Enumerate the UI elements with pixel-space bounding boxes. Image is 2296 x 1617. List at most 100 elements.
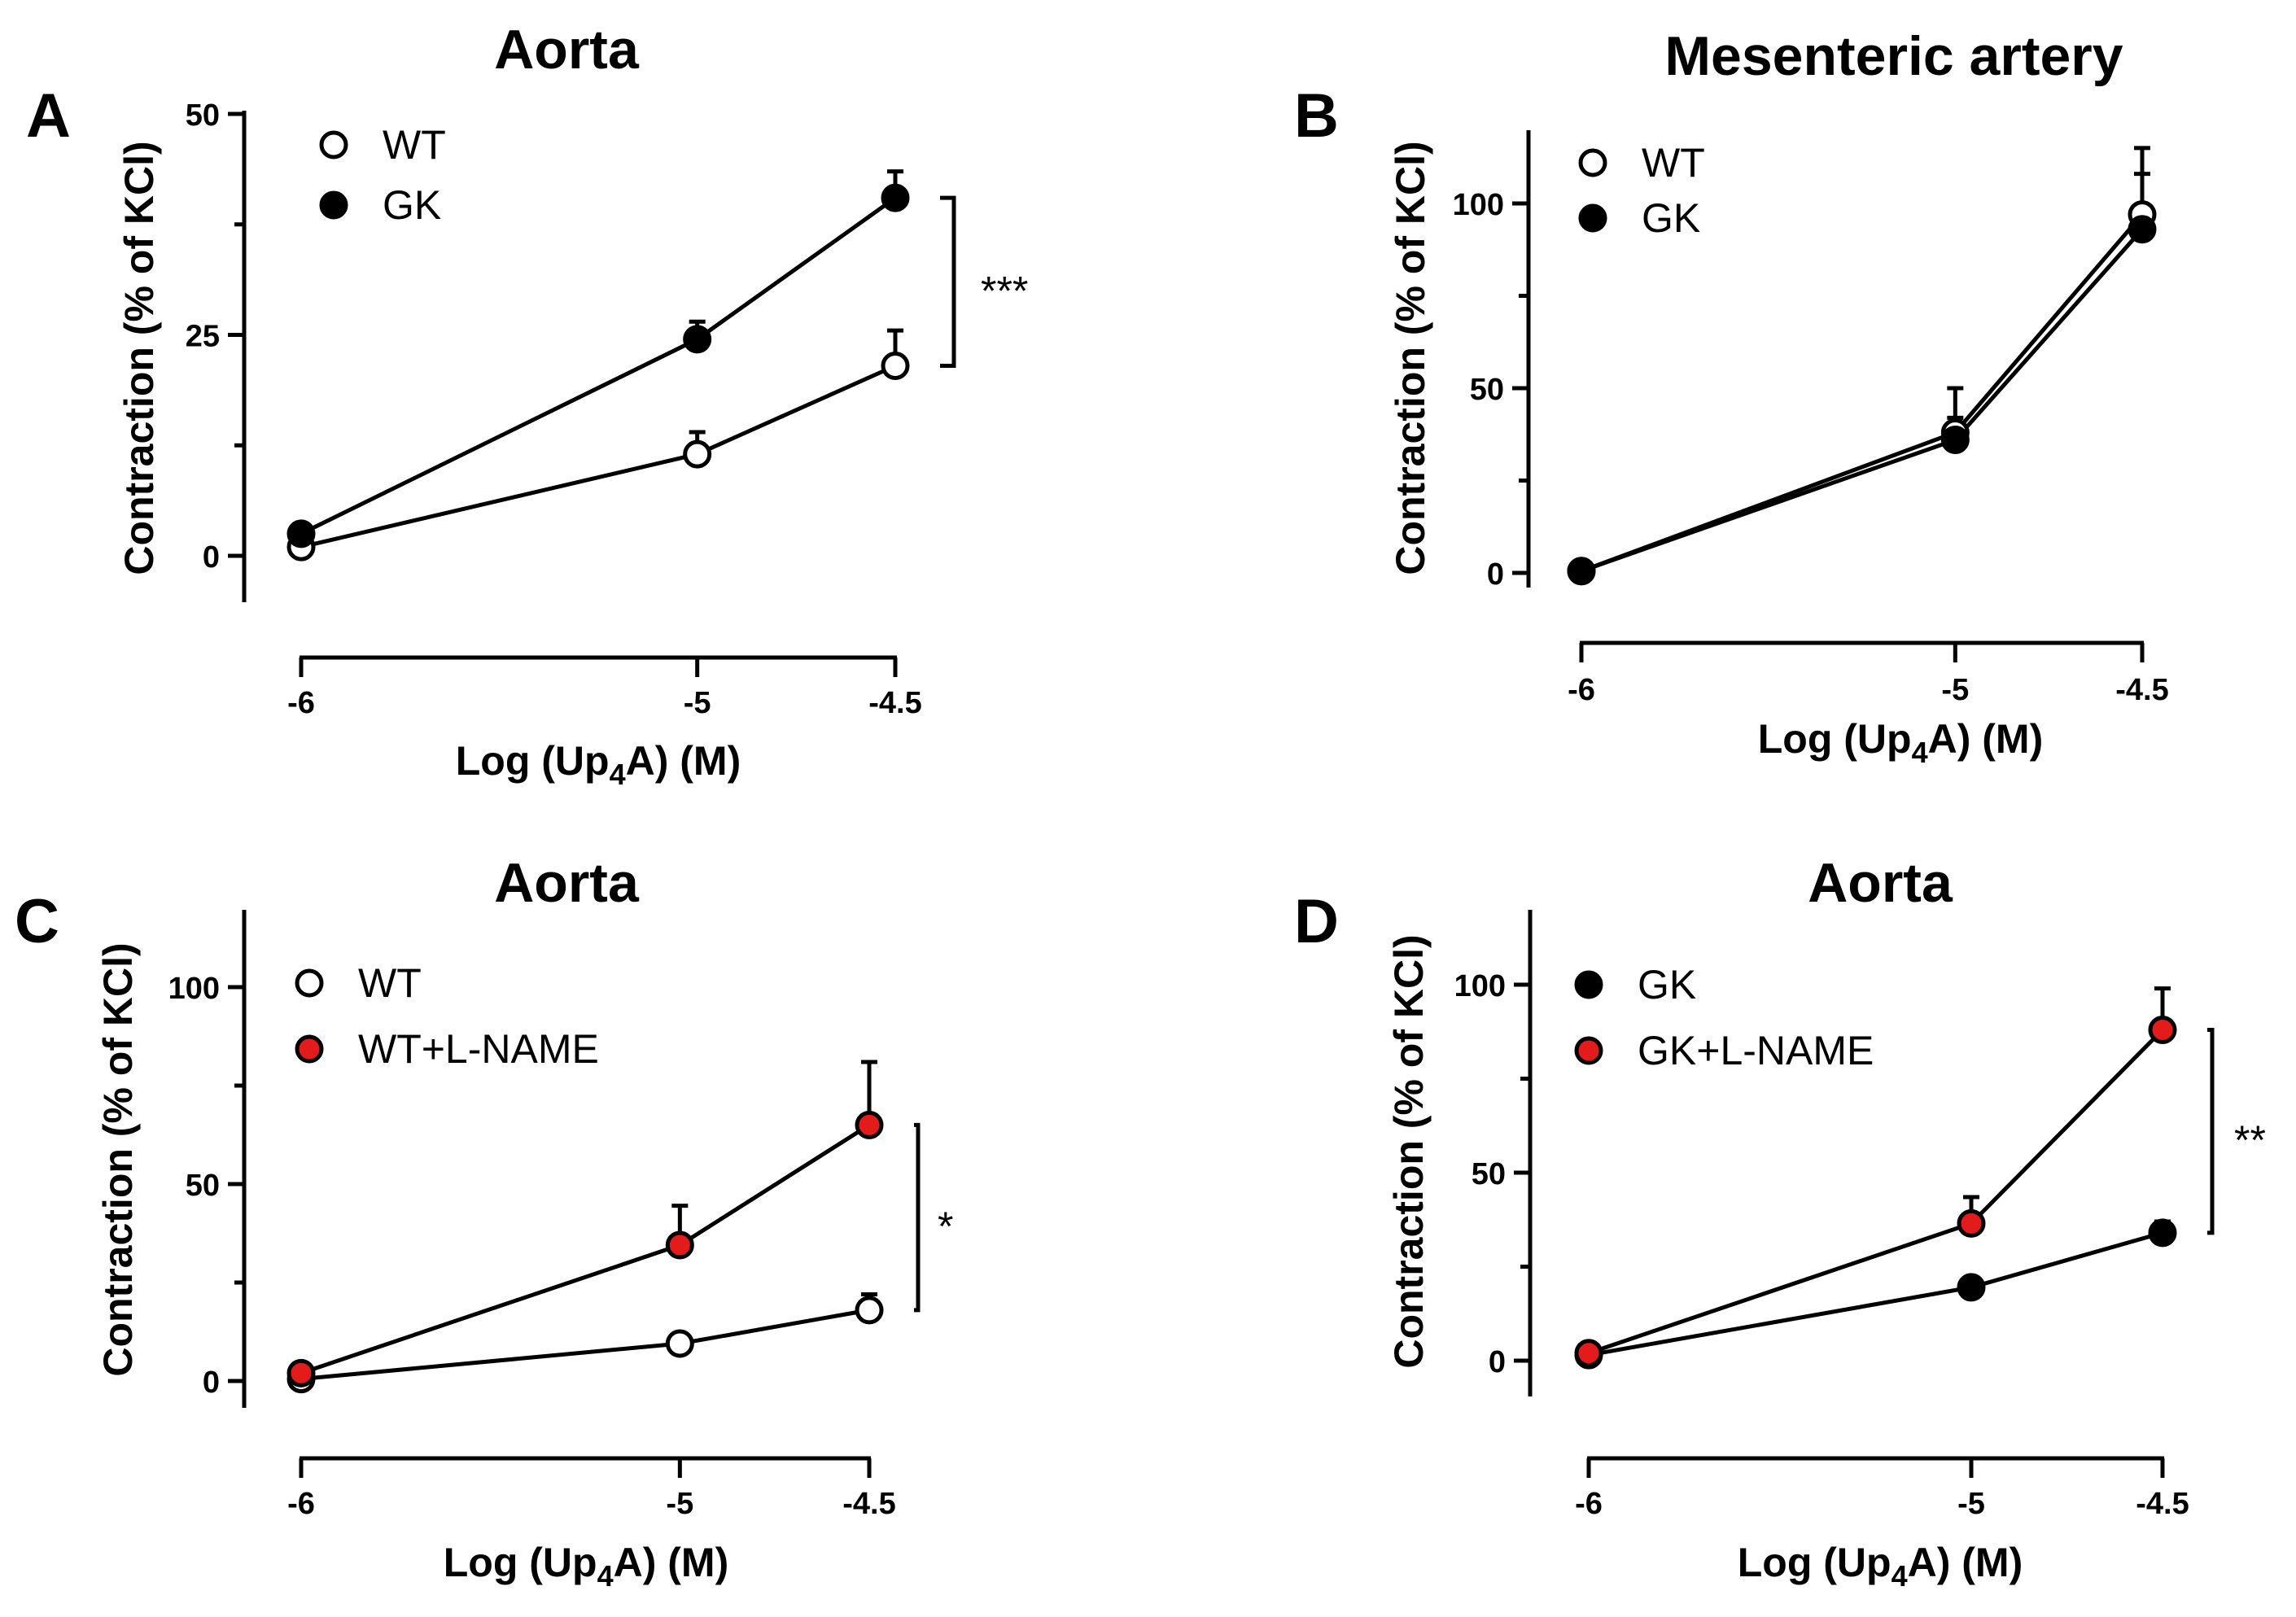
x-axis-label: Log (Up4A) (M): [456, 738, 741, 791]
y-tick-label: 0: [1487, 557, 1504, 592]
y-axis: 0 50 100: [168, 910, 247, 1408]
legend-marker: [295, 968, 324, 998]
data-point: [683, 325, 712, 354]
x-axis: -6 -5 -4.5: [287, 655, 922, 720]
legend-marker: [1574, 970, 1603, 999]
y-tick-label: 50: [186, 1169, 220, 1203]
x-tick-label: -6: [1575, 1487, 1603, 1521]
legend-label: WT: [1642, 140, 1705, 186]
legend-item: WT: [319, 122, 446, 168]
data-point: [1957, 1208, 1986, 1238]
y-tick-label: 100: [1454, 969, 1506, 1003]
data-point: [855, 1110, 884, 1139]
data-point: [1567, 557, 1596, 586]
data-point: [665, 1230, 694, 1260]
x-axis-label: Log (Up4A) (M): [444, 1540, 728, 1593]
series-layer: [286, 1060, 884, 1394]
legend-marker: [1574, 1036, 1603, 1065]
y-tick-label: 100: [1453, 188, 1504, 222]
y-tick-label: 50: [186, 98, 220, 133]
legend-label: WT+L-NAME: [358, 1026, 599, 1072]
x-axis-label: Log (Up4A) (M): [1758, 716, 2043, 769]
x-tick-label: -6: [1568, 673, 1595, 707]
legend-label: WT: [358, 960, 422, 1006]
series-layer: [286, 169, 910, 562]
y-axis: 0 50 100: [1454, 910, 1533, 1396]
legend-item: GK: [319, 182, 441, 228]
x-tick-label: -4.5: [842, 1487, 895, 1521]
y-axis: 0 25 50: [186, 98, 247, 602]
series-line: [1588, 1230, 2163, 1357]
y-tick-label: 0: [203, 540, 220, 575]
data-point: [286, 519, 316, 548]
data-point: [2128, 215, 2157, 244]
series-line: [1581, 228, 2144, 574]
legend-label: GK: [383, 182, 441, 228]
series-line: [300, 1123, 871, 1375]
legend-item: GK+L-NAME: [1574, 1028, 1874, 1073]
data-point: [881, 352, 910, 381]
legend-item: WT+L-NAME: [295, 1026, 599, 1072]
legend-marker: [1578, 148, 1607, 177]
x-tick-label: -6: [287, 1487, 315, 1521]
y-tick-label: 50: [1472, 1157, 1506, 1191]
legend-marker: [319, 190, 348, 220]
series-layer: [1574, 986, 2177, 1370]
chart-title: Aorta: [494, 852, 640, 914]
bracket-line: [914, 1122, 921, 1313]
data-point: [855, 1296, 884, 1325]
legend-marker: [319, 130, 348, 160]
legend: WT GK: [319, 122, 446, 228]
panel-label: C: [15, 887, 59, 956]
series-layer: [1567, 146, 2157, 586]
legend-label: GK+L-NAME: [1638, 1028, 1874, 1073]
significance-label: **: [2234, 1117, 2266, 1163]
panel-label: B: [1294, 81, 1339, 151]
y-axis-label: Contraction (% of KCl): [95, 942, 141, 1376]
legend-item: WT: [295, 960, 422, 1006]
significance-bracket: *: [914, 1122, 953, 1313]
x-axis: -6 -5 -4.5: [1575, 1456, 2189, 1521]
legend-item: GK: [1578, 195, 1700, 241]
significance-bracket: ***: [940, 195, 1028, 369]
y-axis-label: Contraction (% of KCl): [1386, 934, 1432, 1368]
panel-a: A Aorta Contraction (% of KCl) Log (Up4A…: [26, 19, 1028, 791]
x-tick-label: -4.5: [868, 686, 921, 720]
y-tick-label: 25: [186, 320, 220, 354]
y-tick-label: 100: [168, 972, 220, 1006]
data-point: [286, 1358, 316, 1388]
bracket-line: [2207, 1027, 2215, 1235]
x-axis: -6 -5 -4.5: [1568, 640, 2169, 707]
series-line: [1581, 212, 2144, 574]
data-point: [683, 439, 712, 469]
significance-bracket: **: [2207, 1027, 2266, 1235]
x-tick-label: -6: [287, 686, 315, 720]
series-line: [300, 364, 897, 549]
legend: GK GK+L-NAME: [1574, 962, 1874, 1073]
legend-item: WT: [1578, 140, 1705, 186]
significance-label: *: [938, 1204, 953, 1249]
legend-label: GK: [1642, 195, 1700, 241]
legend: WT GK: [1578, 140, 1705, 241]
y-axis-label: Contraction (% of KCl): [116, 141, 162, 575]
chart-title: Mesenteric artery: [1664, 25, 2123, 87]
y-tick-label: 50: [1470, 373, 1504, 407]
data-point: [1574, 1339, 1603, 1368]
significance-label: ***: [981, 268, 1028, 313]
x-axis-label: Log (Up4A) (M): [1738, 1540, 2023, 1593]
x-tick-label: -5: [1957, 1487, 1985, 1521]
x-tick-label: -5: [1941, 673, 1969, 707]
y-axis-label: Contraction (% of KCl): [1388, 141, 1433, 575]
legend-label: GK: [1638, 962, 1696, 1007]
panel-label: A: [26, 81, 71, 151]
data-point: [665, 1329, 694, 1358]
panel-label: D: [1294, 887, 1339, 956]
legend: WT WT+L-NAME: [295, 960, 599, 1072]
legend-item: GK: [1574, 962, 1696, 1007]
x-tick-label: -4.5: [2136, 1487, 2189, 1521]
x-axis: -6 -5 -4.5: [287, 1456, 896, 1521]
data-point: [2148, 1218, 2177, 1248]
legend-label: WT: [383, 122, 446, 168]
data-point: [2148, 1015, 2177, 1044]
